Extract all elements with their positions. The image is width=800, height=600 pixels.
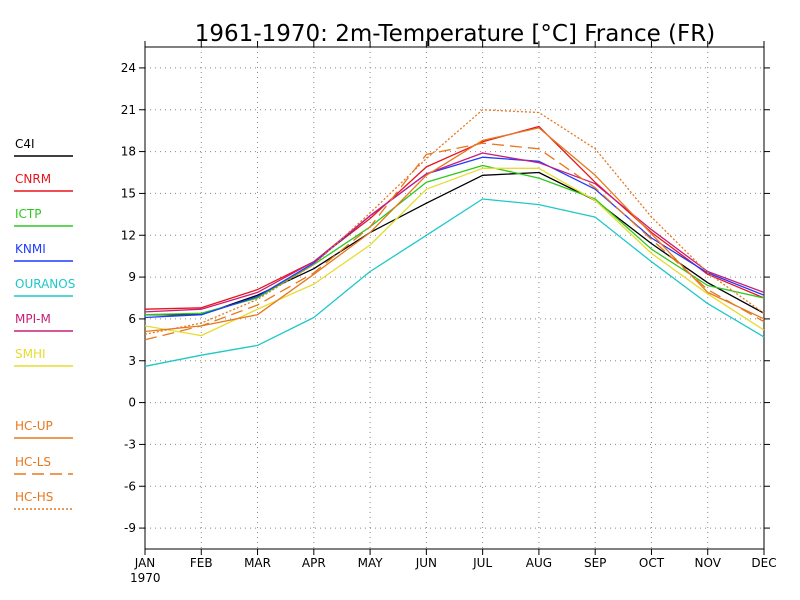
legend-label: HC-UP	[15, 419, 53, 433]
x-axis: JAN FEB MAR APR MAY JUN JUL AUG SEP OCT NOV DEC	[134, 41, 777, 570]
y-tick-label: 21	[121, 103, 136, 117]
y-tick-label: 0	[128, 396, 136, 410]
x-tick-label: MAR	[244, 556, 271, 570]
y-tick-label: -9	[124, 521, 136, 535]
legend-label: OURANOS	[15, 277, 75, 291]
legend-label: HC-LS	[15, 455, 51, 469]
y-tick-label: 12	[121, 228, 136, 242]
x-tick-label: OCT	[639, 556, 665, 570]
legend: C4I CNRM ICTP KNMI OURANOS MPI-M SMHI HC-UP HC-L…	[14, 137, 75, 510]
series-line-hc-up	[144, 127, 765, 333]
legend-label: HC-HS	[15, 490, 53, 504]
series-line-ouranos	[144, 198, 765, 367]
y-tick-label: 3	[128, 354, 136, 368]
x-tick-label: JAN	[134, 556, 156, 570]
legend-label: KNMI	[15, 242, 46, 256]
x-tick-label: MAY	[358, 556, 384, 570]
series-line-cnrm	[144, 125, 765, 310]
y-tick-label: -6	[124, 479, 136, 493]
legend-label: MPI-M	[15, 312, 51, 326]
y-tick-label: 24	[121, 61, 136, 75]
series-line-hc-ls	[144, 142, 765, 341]
y-tick-label: 6	[128, 312, 136, 326]
x-tick-label: NOV	[695, 556, 722, 570]
legend-label: CNRM	[15, 172, 51, 186]
x-axis-year-label: 1970	[130, 571, 161, 585]
y-tick-label: 15	[121, 186, 136, 200]
legend-label: C4I	[15, 137, 35, 151]
x-tick-label: FEB	[190, 556, 213, 570]
x-tick-label: AUG	[526, 556, 552, 570]
series-line-ictp	[144, 164, 765, 316]
y-tick-label: 9	[128, 270, 136, 284]
chart-title: 1961-1970: 2m-Temperature [°C] France (F…	[195, 21, 715, 47]
x-tick-label: DEC	[751, 556, 776, 570]
x-tick-label: JUL	[472, 556, 492, 570]
series-line-smhi	[144, 167, 765, 337]
legend-label: ICTP	[15, 207, 41, 221]
y-tick-label: -3	[124, 437, 136, 451]
y-tick-label: 18	[121, 145, 136, 159]
legend-label: SMHI	[15, 347, 46, 361]
series-line-c4i	[145, 171, 765, 316]
series-line-mpi-m	[144, 152, 765, 313]
series-lines	[144, 109, 765, 367]
x-tick-label: JUN	[415, 556, 437, 570]
x-tick-label: SEP	[584, 556, 606, 570]
x-tick-label: APR	[302, 556, 326, 570]
y-axis: -9 -6 -3 0 3 6 9 12 15 18 21 24	[121, 61, 770, 535]
series-line-hc-hs	[144, 109, 765, 335]
